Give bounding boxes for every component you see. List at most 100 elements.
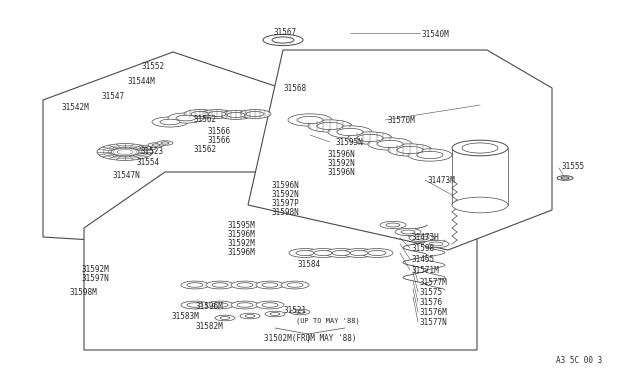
Ellipse shape xyxy=(111,148,139,156)
Ellipse shape xyxy=(237,283,253,287)
Ellipse shape xyxy=(256,281,284,289)
Text: 31576: 31576 xyxy=(420,298,443,307)
Ellipse shape xyxy=(408,149,452,161)
Text: 31544M: 31544M xyxy=(127,77,155,86)
Text: 31542M: 31542M xyxy=(62,103,90,112)
Ellipse shape xyxy=(395,228,421,235)
Ellipse shape xyxy=(140,146,156,150)
Text: 31597P: 31597P xyxy=(272,199,300,208)
Ellipse shape xyxy=(157,141,173,145)
Text: 31555: 31555 xyxy=(561,162,584,171)
Ellipse shape xyxy=(152,117,188,127)
Ellipse shape xyxy=(152,144,160,146)
Ellipse shape xyxy=(148,143,164,147)
Ellipse shape xyxy=(206,301,234,309)
Text: (UP TO MAY '88): (UP TO MAY '88) xyxy=(296,318,360,324)
Ellipse shape xyxy=(401,230,415,234)
Ellipse shape xyxy=(231,281,259,289)
Ellipse shape xyxy=(289,248,321,257)
Text: 31502M(FROM MAY '88): 31502M(FROM MAY '88) xyxy=(264,334,356,343)
Text: 31455: 31455 xyxy=(412,255,435,264)
Ellipse shape xyxy=(295,311,305,313)
Ellipse shape xyxy=(462,143,498,153)
Ellipse shape xyxy=(290,309,310,315)
Ellipse shape xyxy=(361,248,393,257)
Ellipse shape xyxy=(206,281,234,289)
Text: 31598N: 31598N xyxy=(272,208,300,217)
Text: 31473M: 31473M xyxy=(427,176,455,185)
Ellipse shape xyxy=(256,301,284,309)
Ellipse shape xyxy=(288,114,332,126)
Ellipse shape xyxy=(386,223,400,227)
Ellipse shape xyxy=(397,146,423,154)
Ellipse shape xyxy=(317,122,343,129)
Ellipse shape xyxy=(368,138,412,150)
Text: 31598: 31598 xyxy=(412,244,435,253)
Ellipse shape xyxy=(181,281,209,289)
Ellipse shape xyxy=(350,250,368,256)
Ellipse shape xyxy=(231,301,259,309)
Ellipse shape xyxy=(187,303,203,307)
Ellipse shape xyxy=(262,303,278,307)
Text: 31577M: 31577M xyxy=(420,278,448,287)
Ellipse shape xyxy=(245,315,255,317)
Polygon shape xyxy=(43,52,308,245)
Text: 31568: 31568 xyxy=(284,84,307,93)
Ellipse shape xyxy=(262,283,278,287)
Ellipse shape xyxy=(201,109,233,118)
Ellipse shape xyxy=(380,221,406,229)
Ellipse shape xyxy=(314,250,332,256)
Ellipse shape xyxy=(325,248,357,257)
Ellipse shape xyxy=(246,112,264,116)
Ellipse shape xyxy=(220,317,230,320)
Text: 31596N: 31596N xyxy=(327,150,355,159)
Text: 31598M: 31598M xyxy=(70,288,98,297)
Ellipse shape xyxy=(184,109,216,118)
Text: 31566: 31566 xyxy=(208,127,231,136)
Text: 31575: 31575 xyxy=(420,288,443,297)
Text: 31521: 31521 xyxy=(283,306,306,315)
Ellipse shape xyxy=(227,112,245,118)
Ellipse shape xyxy=(348,132,392,144)
Ellipse shape xyxy=(220,110,252,119)
Text: 31592M: 31592M xyxy=(82,265,109,274)
Text: 31596N: 31596N xyxy=(327,168,355,177)
Text: 31582M: 31582M xyxy=(196,322,224,331)
Ellipse shape xyxy=(272,37,294,43)
Ellipse shape xyxy=(296,250,314,256)
Ellipse shape xyxy=(144,147,152,149)
Ellipse shape xyxy=(343,248,375,257)
Text: 31592N: 31592N xyxy=(327,159,355,168)
Text: 31592N: 31592N xyxy=(272,190,300,199)
Ellipse shape xyxy=(409,234,435,242)
Ellipse shape xyxy=(337,128,363,136)
Text: 31576M: 31576M xyxy=(420,308,448,317)
Ellipse shape xyxy=(388,144,432,156)
Polygon shape xyxy=(248,50,552,250)
Text: 31596M: 31596M xyxy=(228,230,256,239)
Ellipse shape xyxy=(561,177,569,179)
Text: 31540M: 31540M xyxy=(422,30,450,39)
Ellipse shape xyxy=(368,250,386,256)
Ellipse shape xyxy=(328,126,372,138)
Text: A3 5C 00 3: A3 5C 00 3 xyxy=(556,356,602,365)
Ellipse shape xyxy=(452,197,508,213)
Text: 31595N: 31595N xyxy=(335,138,363,147)
Text: 31554: 31554 xyxy=(136,158,159,167)
Text: 31597N: 31597N xyxy=(82,274,109,283)
Text: 31571M: 31571M xyxy=(412,266,440,275)
Text: 31584: 31584 xyxy=(298,260,321,269)
Text: 31596M: 31596M xyxy=(196,302,224,311)
Text: 31583M: 31583M xyxy=(171,312,199,321)
Ellipse shape xyxy=(417,151,443,158)
Text: 31570M: 31570M xyxy=(388,116,416,125)
Ellipse shape xyxy=(297,116,323,124)
Text: 31562: 31562 xyxy=(193,115,216,124)
Text: 31596M: 31596M xyxy=(228,248,256,257)
Ellipse shape xyxy=(208,112,226,116)
Ellipse shape xyxy=(240,313,260,319)
Text: 31552: 31552 xyxy=(141,62,164,71)
Ellipse shape xyxy=(181,301,209,309)
Text: 31577N: 31577N xyxy=(420,318,448,327)
Text: 31596N: 31596N xyxy=(272,181,300,190)
